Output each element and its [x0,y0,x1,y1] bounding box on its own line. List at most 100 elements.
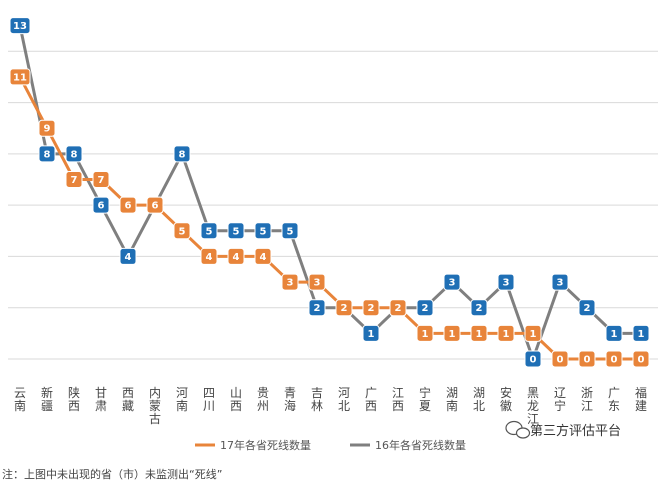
wechat-icon [505,420,531,439]
data-label: 1 [476,329,483,340]
legend-label-16: 16年各省死线数量 [375,438,466,452]
data-label: 1 [449,329,456,340]
data-label: 2 [395,303,402,314]
data-label: 13 [13,21,27,32]
x-tick-label: 内蒙古 [149,386,161,426]
data-marker [470,299,488,317]
data-marker [362,299,380,317]
data-label: 11 [13,72,27,83]
data-label: 0 [557,355,564,366]
data-marker [173,222,191,240]
data-label: 6 [98,201,105,212]
data-marker [9,68,31,86]
data-marker [443,324,461,342]
data-markers: 1388646855552212232303211119776654443322… [9,17,650,368]
data-label: 2 [341,303,348,314]
data-label: 1 [368,329,375,340]
x-tick-label: 四川 [203,386,215,413]
data-marker [470,324,488,342]
x-tick-label: 黑龙江 [527,386,539,426]
data-label: 4 [233,252,240,263]
x-tick-label: 湖北 [473,385,485,413]
x-tick-label: 贵州 [257,386,269,413]
data-label: 1 [503,329,510,340]
x-tick-label: 云南 [14,386,26,413]
data-label: 5 [287,226,294,237]
data-marker [254,222,272,240]
x-tick-label: 甘肃 [95,386,107,413]
data-label: 1 [638,329,645,340]
data-label: 5 [206,226,213,237]
x-tick-label: 河南 [176,386,188,413]
data-label: 2 [368,303,375,314]
x-tick-label: 河北 [338,386,350,413]
data-label: 1 [422,329,429,340]
data-label: 0 [530,355,537,366]
data-marker [443,273,461,291]
data-label: 8 [44,149,51,160]
data-label: 4 [260,252,267,263]
data-marker [578,350,596,368]
data-marker [92,196,110,214]
data-label: 6 [125,201,132,212]
data-marker [308,273,326,291]
data-marker [92,171,110,188]
data-marker [119,196,137,214]
x-tick-label: 安徽 [500,385,512,413]
data-label: 0 [638,355,645,366]
x-tick-label: 辽宁 [554,386,566,413]
data-marker [497,273,515,291]
data-label: 8 [179,149,186,160]
data-marker [416,299,434,317]
data-label: 6 [152,201,159,212]
watermark-text: 第三方评估平台 [530,423,621,439]
data-label: 8 [71,149,78,160]
data-marker [497,324,515,342]
data-label: 5 [179,226,186,237]
data-marker [362,324,380,342]
data-marker [281,222,299,240]
data-marker [119,247,137,265]
legend-label-17: 17年各省死线数量 [220,438,311,452]
series-lines [18,25,641,361]
gridlines [8,50,658,360]
x-tick-label: 广东 [608,386,620,413]
data-marker [38,145,56,163]
data-marker [254,247,272,265]
data-marker [65,171,83,188]
data-label: 2 [314,303,321,314]
x-tick-label: 青海 [284,386,296,413]
data-label: 5 [233,226,240,237]
data-marker [227,247,245,265]
data-label: 3 [314,278,321,289]
data-label: 4 [125,252,132,263]
data-label: 9 [44,124,51,135]
x-tick-label: 山西 [230,386,242,413]
data-label: 0 [611,355,618,366]
x-tick-label: 新疆 [41,385,53,413]
data-label: 2 [422,303,429,314]
x-tick-label: 福建 [635,385,647,413]
data-label: 3 [557,278,564,289]
data-label: 2 [476,303,483,314]
data-marker [605,350,623,368]
data-marker [551,273,569,291]
data-marker [146,196,164,214]
x-tick-label: 宁夏 [419,385,431,413]
data-marker [173,145,191,163]
x-tick-label: 西藏 [122,386,134,413]
x-tick-label: 湖南 [446,385,458,413]
data-marker [524,324,542,342]
data-label: 3 [449,278,456,289]
data-marker [335,299,353,317]
footnote: 注：上图中未出现的省（市）未监测出“死线” [2,467,222,481]
legend: 17年各省死线数量 16年各省死线数量 [195,438,466,452]
x-tick-label: 浙江 [581,386,593,413]
data-marker [632,350,650,368]
data-marker [578,299,596,317]
data-marker [551,350,569,368]
data-label: 2 [584,303,591,314]
data-label: 1 [611,329,618,340]
